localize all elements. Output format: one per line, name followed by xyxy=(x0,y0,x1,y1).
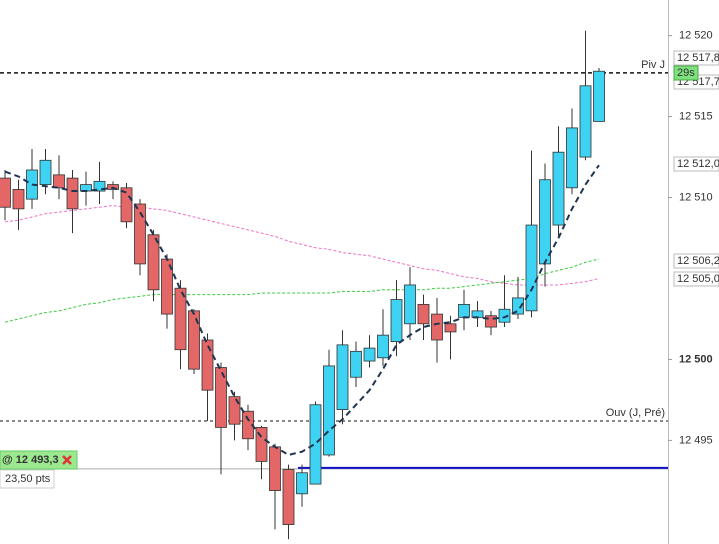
countdown: 29s xyxy=(677,67,695,79)
candle-body xyxy=(485,315,497,328)
y-tick-label: 12 520 xyxy=(679,30,713,42)
candle-body xyxy=(228,396,241,425)
position-label: @ 12 493,3 xyxy=(2,454,59,466)
candle-body xyxy=(39,159,52,185)
candle-body xyxy=(539,179,551,265)
candle-body xyxy=(525,224,538,312)
candle-body xyxy=(363,347,376,362)
candle-body xyxy=(215,367,227,428)
candle-body xyxy=(377,334,389,359)
candle-body xyxy=(579,85,592,158)
price-tag-label: 12 517,8 xyxy=(677,52,719,64)
candle-body xyxy=(12,189,25,210)
close-icon xyxy=(62,455,72,465)
level-label: Ouv (J, Pré) xyxy=(606,407,665,419)
candle-body xyxy=(255,427,268,462)
close-position-button[interactable] xyxy=(62,455,72,465)
candle-body xyxy=(512,297,524,315)
candle-body xyxy=(350,350,362,378)
price-tag-label: 12 512,0 xyxy=(677,158,719,170)
candle-body xyxy=(323,365,335,456)
candle-body xyxy=(134,203,146,265)
moving-average xyxy=(4,205,600,286)
candle-body xyxy=(66,177,79,210)
candle-body xyxy=(552,151,565,226)
candle-body xyxy=(201,339,214,391)
y-tick-label: 12 495 xyxy=(679,434,713,446)
y-tick-label: 12 500 xyxy=(679,353,713,365)
pnl-box xyxy=(0,469,55,489)
candle-body xyxy=(174,287,187,351)
candle-body xyxy=(296,472,308,495)
candle-body xyxy=(309,404,322,485)
candle-body xyxy=(53,174,65,189)
price-tag-box xyxy=(673,271,719,287)
price-tag-label: 12 505,0 xyxy=(677,273,719,285)
candle-body xyxy=(390,299,403,343)
position-box xyxy=(0,450,78,470)
candle-body xyxy=(444,323,457,333)
moving-average xyxy=(4,164,600,457)
price-tag-box xyxy=(673,253,719,269)
candle-body xyxy=(566,127,578,189)
candle-body xyxy=(282,469,295,525)
price-tag-box xyxy=(673,50,719,66)
countdown-box xyxy=(673,65,699,81)
candle-body xyxy=(269,446,281,491)
candle-body xyxy=(0,177,11,208)
y-tick-label: 12 515 xyxy=(679,110,713,122)
pnl-label: 23,50 pts xyxy=(5,473,51,485)
candle-body xyxy=(458,303,470,318)
candle-body xyxy=(498,308,511,323)
candle-body xyxy=(431,313,443,341)
price-tag-label: 12 506,2 xyxy=(677,255,719,267)
price-tag-box xyxy=(673,156,719,172)
moving-average xyxy=(4,258,600,323)
candle-body xyxy=(147,234,160,291)
candle-body xyxy=(593,70,605,122)
candle-body xyxy=(336,344,349,411)
candle-body xyxy=(93,180,106,192)
candle-body xyxy=(404,284,416,325)
candle-body xyxy=(120,187,133,223)
y-tick-label: 12 510 xyxy=(679,191,713,203)
candle-body xyxy=(417,303,430,325)
level-label: Piv J xyxy=(641,59,665,71)
candle-body xyxy=(188,310,200,370)
